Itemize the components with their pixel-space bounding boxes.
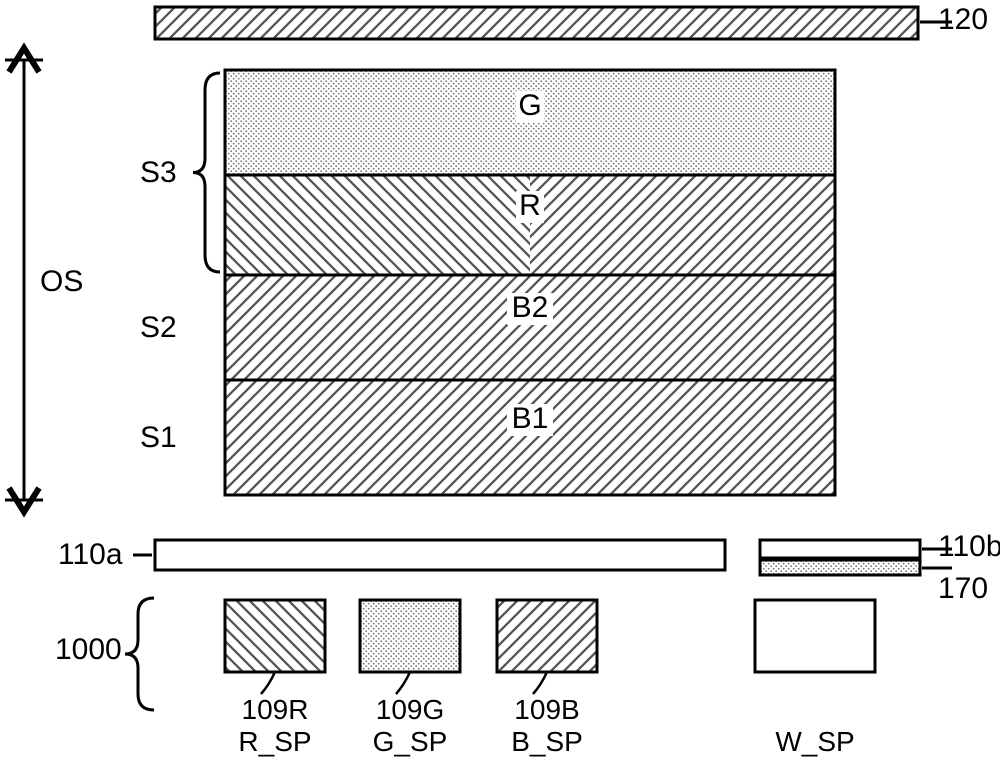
bar-110a xyxy=(155,540,725,570)
filter-top-109R: 109R xyxy=(242,694,309,726)
ref-120: 120 xyxy=(938,3,988,37)
filter-bot-109R: R_SP xyxy=(238,726,311,758)
filter-top-109B: 109B xyxy=(514,694,579,726)
filter-bot-109G: G_SP xyxy=(373,726,448,758)
layer-label-B1: B1 xyxy=(512,402,549,436)
ref-1000: 1000 xyxy=(55,633,122,667)
diagram-svg xyxy=(0,0,1000,766)
ref-110a: 110a xyxy=(58,538,123,572)
filter-bot-109B: B_SP xyxy=(511,726,583,758)
side-label-S1: S1 xyxy=(140,421,177,455)
ref-110b: 110b xyxy=(938,530,1000,564)
side-label-S3: S3 xyxy=(140,156,177,190)
layer-label-R: R xyxy=(519,189,541,223)
ref-170: 170 xyxy=(938,572,988,606)
filter-bot-W: W_SP xyxy=(775,726,854,758)
layer-label-B2: B2 xyxy=(512,291,549,325)
bar-110b xyxy=(760,540,920,558)
os-label: OS xyxy=(40,265,83,299)
layer-label-G: G xyxy=(518,89,541,123)
filter-top-109G: 109G xyxy=(376,694,445,726)
diagram-stage: 120 G R B2 B1 OS S3 S2 S1 110a 110b 170 109RR_SP 109G… xyxy=(0,0,1000,766)
side-label-S2: S2 xyxy=(140,311,177,345)
